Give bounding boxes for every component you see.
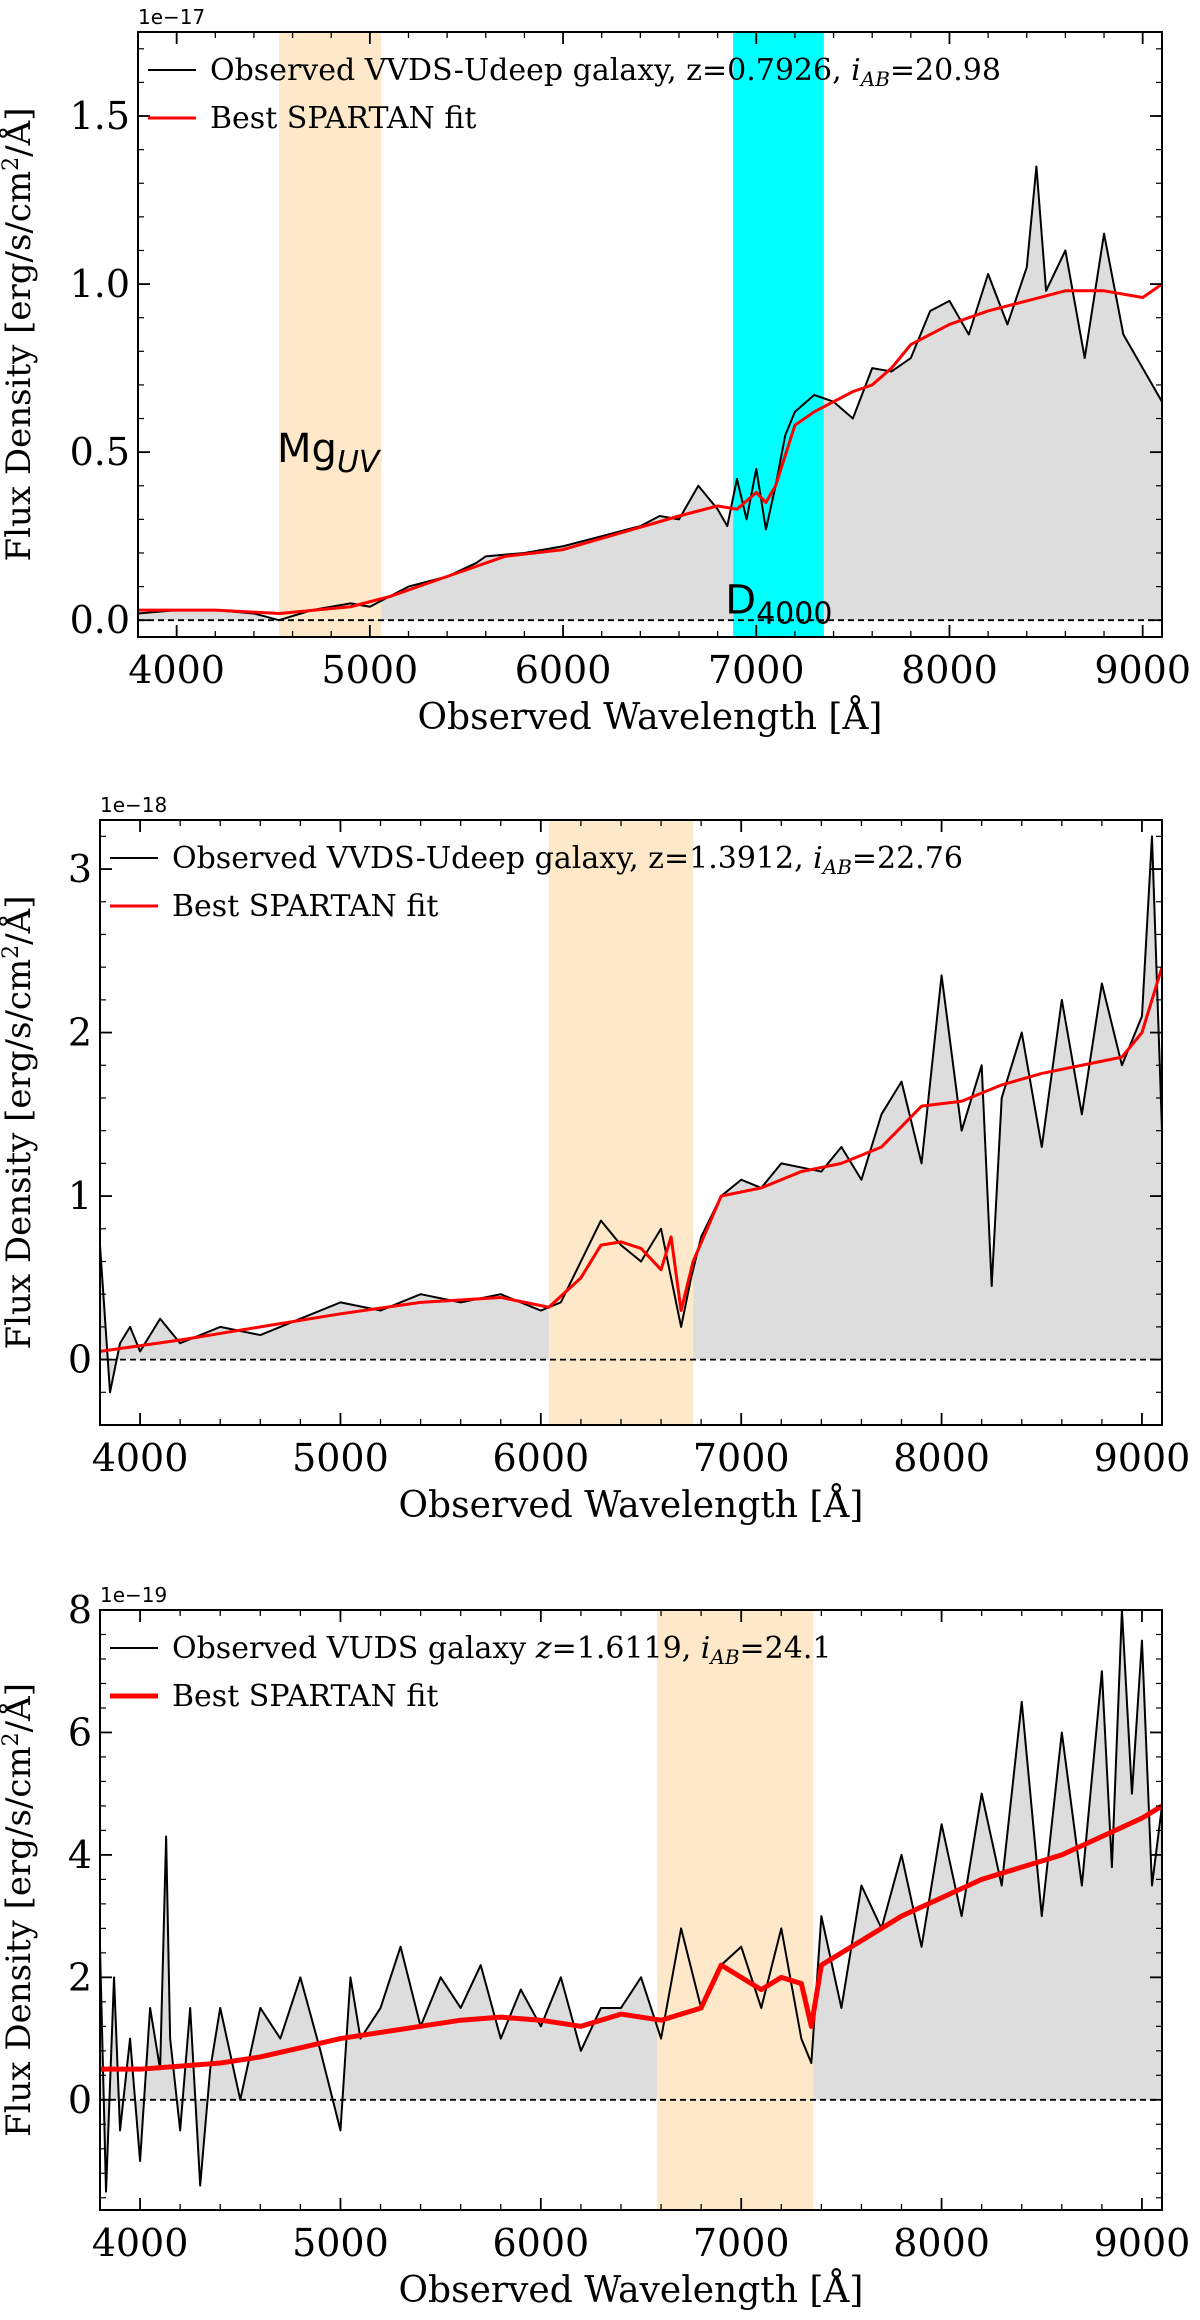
y-axis-label-main: Flux Density [erg/s/cm <box>0 959 39 1350</box>
y-axis-label: Flux Density [erg/s/cm2/Å] <box>0 896 39 1350</box>
observed-spectrum-line <box>100 835 1162 1394</box>
x-axis-label: Observed Wavelength [Å] <box>399 2269 864 2311</box>
y-tick-label: 8 <box>68 1588 92 1632</box>
y-tick-label: 2 <box>68 1011 92 1055</box>
y-tick-label: 6 <box>68 1710 92 1754</box>
legend-entry: Best SPARTAN fit <box>172 1679 438 1714</box>
legend-sub: AB <box>821 855 852 879</box>
axis-offset-text: 1e−18 <box>100 793 167 817</box>
annotation-main: Mg <box>277 426 337 472</box>
axis-offset-text: 1e−19 <box>100 1583 167 1607</box>
x-tick-label: 5000 <box>292 2221 389 2265</box>
annotation-sub: 4000 <box>756 596 832 631</box>
y-tick-label: 3 <box>68 847 92 891</box>
x-tick-label: 8000 <box>893 2221 990 2265</box>
spartan-fit-line <box>100 966 1162 1353</box>
legend-entry: Best SPARTAN fit <box>210 101 476 136</box>
x-axis-label: Observed Wavelength [Å] <box>418 696 883 738</box>
y-axis-label-main: Flux Density [erg/s/cm <box>0 1746 39 2137</box>
legend-text: Best SPARTAN fit <box>172 1679 438 1714</box>
y-axis-label-main: Flux Density [erg/s/cm <box>0 171 39 562</box>
y-tick-label: 2 <box>68 1955 92 1999</box>
annotation-sub: UV <box>337 445 382 480</box>
y-axis-label-tail: /Å] <box>0 1683 39 1732</box>
x-tick-label: 6000 <box>492 1436 589 1480</box>
band-band <box>657 1610 814 2210</box>
x-tick-label: 6000 <box>515 648 612 692</box>
axis-offset-text: 1e−17 <box>138 5 205 29</box>
x-tick-label: 5000 <box>321 648 418 692</box>
x-tick-label: 8000 <box>901 648 998 692</box>
y-tick-label: 0 <box>68 2078 92 2122</box>
legend-entry: Observed VVDS-Udeep galaxy, z=0.7926, iA… <box>210 53 1001 91</box>
legend-text: Best SPARTAN fit <box>172 889 438 924</box>
y-tick-label: 0.0 <box>70 598 130 642</box>
y-tick-label: 0.5 <box>70 430 130 474</box>
x-tick-label: 4000 <box>92 1436 189 1480</box>
plot-area <box>100 1610 1162 2210</box>
plot-area <box>138 32 1162 637</box>
annotation-label: MgUV <box>277 426 382 480</box>
legend-entry: Best SPARTAN fit <box>172 889 438 924</box>
legend-text: Best SPARTAN fit <box>210 101 476 136</box>
spartan-fit-line <box>100 1803 1162 2072</box>
x-axis-label: Observed Wavelength [Å] <box>399 1484 864 1526</box>
legend-sub: AB <box>859 67 890 91</box>
legend-tail: =20.98 <box>890 53 1001 88</box>
x-tick-label: 9000 <box>1094 1436 1191 1480</box>
plot-area <box>100 820 1162 1425</box>
y-tick-label: 1.0 <box>70 262 130 306</box>
legend-italic: i <box>851 53 861 88</box>
x-tick-label: 7000 <box>693 2221 790 2265</box>
y-axis-label-sup: 2 <box>0 1732 24 1746</box>
y-axis-label-sup: 2 <box>0 945 24 959</box>
legend-tail: =22.76 <box>852 841 963 876</box>
x-tick-label: 4000 <box>128 648 225 692</box>
axes-frame <box>137 31 1163 638</box>
spartan-fit-line <box>138 282 1162 615</box>
legend-text: Observed VVDS-Udeep galaxy, z=0.7926, <box>210 53 851 88</box>
y-tick-label: 0 <box>68 1338 92 1382</box>
observed-spectrum-line <box>100 1610 1162 2193</box>
y-axis-label: Flux Density [erg/s/cm2/Å] <box>0 108 39 562</box>
legend-text: Observed VVDS-Udeep galaxy, z=1.3912, <box>172 841 813 876</box>
y-axis-label-tail: /Å] <box>0 108 39 157</box>
legend-tail: =24.1 <box>740 1631 832 1666</box>
x-tick-label: 6000 <box>492 2221 589 2265</box>
y-tick-label: 4 <box>68 1833 92 1877</box>
y-tick-label: 1 <box>68 1174 92 1218</box>
observed-fill <box>100 1610 1162 2192</box>
axes-frame <box>99 1609 1163 2211</box>
x-tick-label: 5000 <box>292 1436 389 1480</box>
y-axis-label-sup: 2 <box>0 157 24 171</box>
legend-tail: =1.6119, <box>552 1631 701 1666</box>
legend-text: Observed VUDS galaxy <box>172 1631 536 1666</box>
x-tick-label: 7000 <box>708 648 805 692</box>
x-tick-label: 4000 <box>92 2221 189 2265</box>
legend-entry: Observed VUDS galaxy z=1.6119, iAB=24.1 <box>172 1631 831 1669</box>
legend-entry: Observed VVDS-Udeep galaxy, z=1.3912, iA… <box>172 841 963 879</box>
y-axis-label: Flux Density [erg/s/cm2/Å] <box>0 1683 39 2137</box>
legend-italic: i <box>701 1631 711 1666</box>
band-mg-uv <box>279 32 382 637</box>
y-tick-label: 1.5 <box>70 94 130 138</box>
observed-fill <box>100 836 1162 1393</box>
y-axis-label-tail: /Å] <box>0 896 39 945</box>
x-tick-label: 8000 <box>893 1436 990 1480</box>
x-tick-label: 7000 <box>693 1436 790 1480</box>
x-tick-label: 9000 <box>1094 648 1191 692</box>
legend-italic: z <box>535 1631 552 1666</box>
legend-italic: i <box>813 841 823 876</box>
annotation-label: D4000 <box>725 577 832 631</box>
annotation-main: D <box>725 577 756 623</box>
axes-frame <box>99 819 1163 1426</box>
observed-fill <box>138 166 1162 621</box>
chart-panel-top: 4000 5000 6000 7000 8000 9000 0.0 0.5 1.0 1.5 1e−1… <box>0 5 1191 738</box>
x-tick-label: 9000 <box>1094 2221 1191 2265</box>
chart-panel-middle: 4000 5000 6000 7000 8000 900001231e−18Observe… <box>0 793 1190 1526</box>
legend-sub: AB <box>708 1645 739 1669</box>
